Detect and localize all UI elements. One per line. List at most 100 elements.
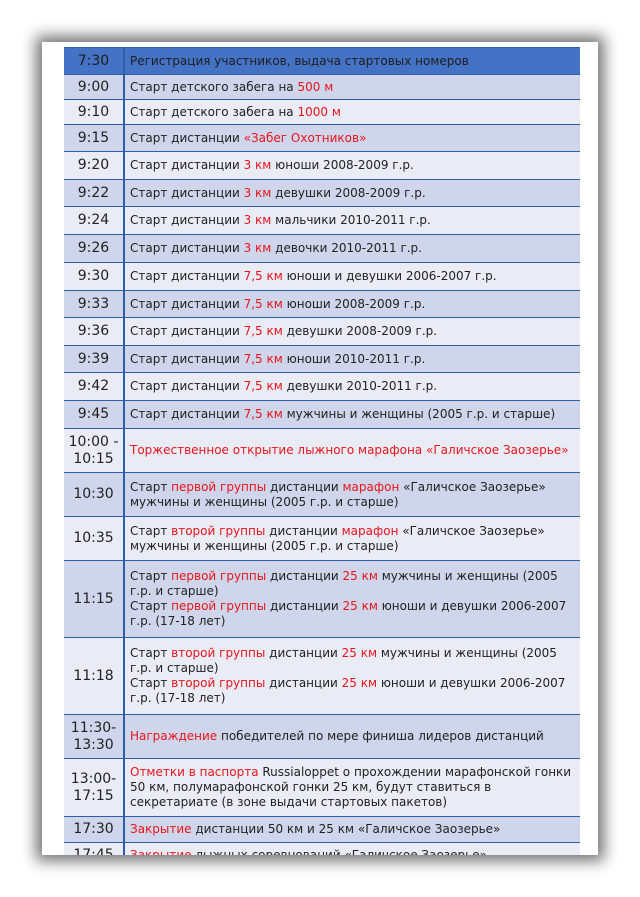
- event-text: дистанции: [266, 479, 343, 494]
- time-cell: 17:45: [64, 842, 125, 855]
- event-text: девушки 2010-2011 г.р.: [282, 379, 438, 393]
- event-text: Старт дистанции: [130, 407, 244, 421]
- event-cell: Старт дистанции 7,5 км девушки 2008-2009…: [124, 317, 580, 346]
- time-cell: 9:20: [64, 151, 125, 180]
- highlighted-text: Закрытие: [130, 822, 192, 836]
- event-text: Старт дистанции: [130, 241, 244, 255]
- highlighted-text: 3 км: [243, 213, 272, 227]
- event-text: Старт дистанции: [130, 324, 244, 338]
- event-text: дистанции: [265, 646, 342, 660]
- event-text: мальчики 2010-2011 г.р.: [271, 213, 431, 227]
- event-text: дистанции: [265, 523, 342, 538]
- event-cell: Старт детского забега на 500 м: [124, 74, 580, 100]
- schedule-row: 9:42 Старт дистанции 7,5 км девушки 2010-…: [64, 372, 580, 401]
- time-cell: 11:30-13:30: [64, 714, 125, 759]
- highlighted-text: «Забег Охотников»: [243, 130, 367, 145]
- highlighted-text: 25 км: [342, 599, 378, 613]
- highlighted-text: 3 км: [243, 241, 272, 255]
- event-text: лыжных соревнований «Галичское Заозерье»: [191, 848, 487, 855]
- highlighted-text: 7,5 км: [243, 407, 283, 421]
- event-text: Старт: [130, 646, 172, 660]
- event-text: девушки 2008-2009 г.р.: [282, 324, 438, 338]
- time-cell: 9:42: [64, 372, 125, 401]
- event-cell: Отметки в паспорта Russialoppet о прохож…: [124, 758, 580, 817]
- event-text: юноши и девушки 2006-2007 г.р. (17-18 ле…: [130, 676, 566, 705]
- event-cell: Старт дистанции 7,5 км юноши 2010-2011 г…: [124, 345, 580, 373]
- event-text: Регистрация участников, выдача стартовых…: [130, 53, 469, 68]
- event-text: Старт дистанции: [130, 351, 244, 366]
- event-text: Старт: [130, 523, 172, 538]
- time-cell: 9:24: [64, 206, 125, 235]
- highlighted-text: первой группы: [171, 479, 267, 494]
- event-text: дистанции: [266, 599, 343, 613]
- highlighted-text: второй группы: [171, 646, 266, 660]
- highlighted-text: Торжественное открытие лыжного марафона …: [130, 443, 569, 457]
- time-cell: 13:00-17:15: [64, 758, 125, 817]
- highlighted-text: 1000 м: [297, 104, 341, 119]
- schedule-header-row: 7:30 Регистрация участников, выдача старт…: [64, 47, 580, 75]
- time-cell: 9:45: [64, 400, 125, 429]
- event-cell: Старт дистанции 3 км юноши 2008-2009 г.р…: [124, 151, 580, 180]
- schedule-row: 10:35 Старт второй группы дистанции мараф…: [64, 516, 580, 561]
- schedule-row: 9:33 Старт дистанции 7,5 км юноши 2008-20…: [64, 290, 580, 318]
- event-text: мужчины и женщины (2005 г.р. и старше): [130, 569, 558, 598]
- event-text: Старт детского забега на: [130, 104, 298, 119]
- event-cell: Старт дистанции 3 км мальчики 2010-2011 …: [124, 206, 580, 235]
- event-text: Старт дистанции: [130, 158, 244, 172]
- highlighted-text: 25 км: [341, 646, 377, 660]
- event-cell: Награждение победителей по мере финиша л…: [124, 714, 580, 759]
- event-cell: Старт второй группы дистанции марафон «Г…: [124, 516, 580, 561]
- event-text: Старт: [130, 479, 172, 494]
- highlighted-text: 500 м: [297, 79, 334, 94]
- schedule-row: 9:00 Старт детского забега на 500 м: [64, 74, 580, 100]
- schedule-row: 10:00 - 10:15 Торжественное открытие лыжн…: [64, 428, 580, 473]
- schedule-row: 9:20 Старт дистанции 3 км юноши 2008-2009…: [64, 151, 580, 180]
- highlighted-text: первой группы: [171, 569, 267, 583]
- event-cell: Старт детского забега на 1000 м: [124, 99, 580, 125]
- event-text: мужчины и женщины (2005 г.р. и старше): [282, 407, 556, 421]
- event-text: девочки 2010-2011 г.р.: [271, 241, 422, 255]
- event-text: «Галичское Заозерье» мужчины и женщины (…: [130, 479, 546, 509]
- schedule-row: 17:30 Закрытие дистанции 50 км и 25 км «Г…: [64, 816, 580, 843]
- event-text: Старт: [130, 676, 172, 690]
- event-cell: Старт дистанции 7,5 км юноши и девушки 2…: [124, 262, 580, 291]
- time-cell: 9:10: [64, 99, 125, 125]
- schedule-row: 9:36 Старт дистанции 7,5 км девушки 2008-…: [64, 317, 580, 346]
- event-cell: Старт первой группы дистанции марафон «Г…: [124, 472, 580, 517]
- event-text: Старт дистанции: [130, 185, 244, 200]
- schedule-row: 11:15 Старт первой группы дистанции 25 км…: [64, 560, 580, 638]
- highlighted-text: 7,5 км: [243, 379, 283, 393]
- event-text: юноши 2008-2009 г.р.: [282, 296, 426, 311]
- schedule-row: 9:15 Старт дистанции «Забег Охотников»: [64, 124, 580, 152]
- highlighted-text: Отметки в паспорта: [130, 765, 259, 779]
- time-cell: 9:36: [64, 317, 125, 346]
- time-cell: 7:30: [64, 47, 125, 75]
- time-cell: 9:33: [64, 290, 125, 318]
- event-cell: Старт дистанции 7,5 км мужчины и женщины…: [124, 400, 580, 429]
- highlighted-text: второй группы: [171, 676, 266, 690]
- highlighted-text: 7,5 км: [243, 269, 283, 283]
- event-cell: Старт дистанции 7,5 км девушки 2010-2011…: [124, 372, 580, 401]
- time-cell: 10:00 - 10:15: [64, 428, 125, 473]
- event-text: юноши 2008-2009 г.р.: [271, 158, 414, 172]
- time-cell: 9:00: [64, 74, 125, 100]
- event-cell: Старт дистанции «Забег Охотников»: [124, 124, 580, 152]
- event-text: мужчины и женщины (2005 г.р. и старше): [130, 646, 557, 675]
- event-text: юноши и девушки 2006-2007 г.р. (17-18 ле…: [130, 599, 567, 628]
- time-cell: 9:30: [64, 262, 125, 291]
- event-text: Старт детского забега на: [130, 79, 298, 94]
- event-cell: Закрытие дистанции 50 км и 25 км «Галичс…: [124, 816, 580, 843]
- time-cell: 10:35: [64, 516, 125, 561]
- highlighted-text: 7,5 км: [243, 351, 283, 366]
- event-cell: Торжественное открытие лыжного марафона …: [124, 428, 580, 473]
- event-cell: Закрытие лыжных соревнований «Галичское …: [124, 842, 580, 855]
- event-text: дистанции 50 км и 25 км «Галичское Заозе…: [191, 822, 501, 836]
- schedule-row: 11:30-13:30 Награждение победителей по ме…: [64, 714, 580, 759]
- schedule-row: 9:39 Старт дистанции 7,5 км юноши 2010-20…: [64, 345, 580, 373]
- event-cell: Старт второй группы дистанции 25 км мужч…: [124, 637, 580, 715]
- time-cell: 9:26: [64, 234, 125, 263]
- highlighted-text: 3 км: [243, 158, 272, 172]
- event-cell: Старт дистанции 7,5 км юноши 2008-2009 г…: [124, 290, 580, 318]
- time-cell: 10:30: [64, 472, 125, 517]
- schedule-row: 9:22 Старт дистанции 3 км девушки 2008-20…: [64, 179, 580, 207]
